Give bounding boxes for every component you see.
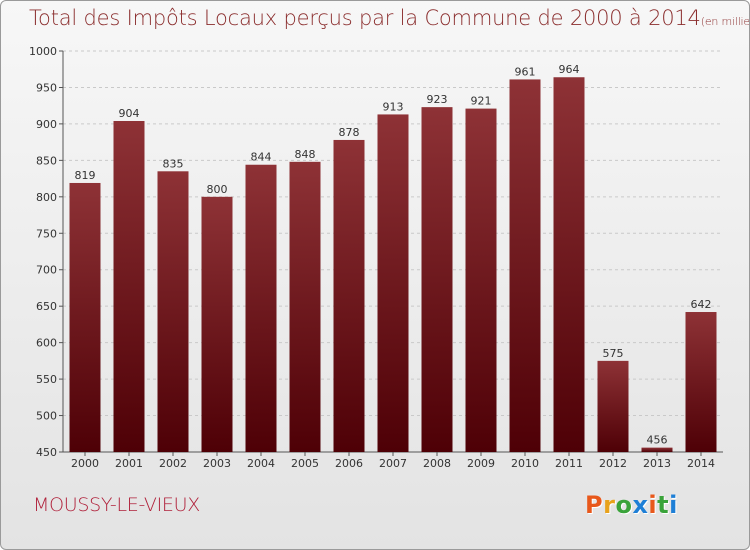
y-tick-label: 850 xyxy=(36,154,57,167)
x-tick-label: 2004 xyxy=(247,457,275,470)
y-tick-label: 600 xyxy=(36,337,57,350)
bar-value-label: 913 xyxy=(383,100,404,113)
x-tick-label: 2008 xyxy=(423,457,451,470)
bar xyxy=(553,77,585,452)
x-tick-label: 2014 xyxy=(687,457,715,470)
x-tick-label: 2002 xyxy=(159,457,187,470)
y-tick-label: 750 xyxy=(36,227,57,240)
x-tick-label: 2007 xyxy=(379,457,407,470)
bar-value-label: 844 xyxy=(251,151,272,164)
bar-value-label: 961 xyxy=(515,65,536,78)
y-tick-label: 550 xyxy=(36,373,57,386)
y-tick-label: 650 xyxy=(36,300,57,313)
bar xyxy=(509,79,541,453)
x-tick-label: 2001 xyxy=(115,457,143,470)
logo-letter: o xyxy=(615,491,633,519)
x-tick-label: 2006 xyxy=(335,457,363,470)
y-tick-label: 500 xyxy=(36,410,57,423)
bar xyxy=(113,120,145,452)
chart-title-text: Total des Impôts Locaux perçus par la Co… xyxy=(29,6,701,30)
bar xyxy=(157,171,189,453)
x-tick-label: 2003 xyxy=(203,457,231,470)
bar-value-label: 964 xyxy=(559,63,580,76)
bar-value-label: 921 xyxy=(471,95,492,108)
x-tick-label: 2009 xyxy=(467,457,495,470)
bar xyxy=(465,108,497,453)
logo-letter: P xyxy=(585,491,604,519)
logo-letter: t xyxy=(657,491,670,519)
logo-letter: r xyxy=(603,491,616,519)
bar-value-label: 819 xyxy=(75,169,96,182)
bar-value-label: 904 xyxy=(119,107,140,120)
bar-value-label: 800 xyxy=(207,183,228,196)
bar xyxy=(421,107,453,452)
x-tick-label: 2013 xyxy=(643,457,671,470)
x-tick-label: 2011 xyxy=(555,457,583,470)
logo-letter: i xyxy=(669,491,678,519)
bar-value-label: 835 xyxy=(163,157,184,170)
bar xyxy=(69,182,101,452)
logo-letter: i xyxy=(648,491,658,519)
bar xyxy=(685,312,717,452)
bar xyxy=(201,196,233,452)
bar xyxy=(641,447,673,452)
bar-value-label: 642 xyxy=(691,298,712,311)
x-tick-label: 2012 xyxy=(599,457,627,470)
bar xyxy=(245,164,277,453)
bar xyxy=(597,360,629,452)
y-tick-label: 700 xyxy=(36,264,57,277)
chart-title-unit: (en milliers d'€) xyxy=(700,15,750,28)
bar xyxy=(377,114,409,452)
bar-value-label: 878 xyxy=(339,126,360,139)
bar xyxy=(333,139,365,452)
y-tick-label: 900 xyxy=(36,118,57,131)
x-tick-label: 2010 xyxy=(511,457,539,470)
bar xyxy=(289,161,321,452)
bar-value-label: 848 xyxy=(295,148,316,161)
y-tick-label: 450 xyxy=(36,446,57,459)
y-tick-label: 1000 xyxy=(29,45,57,58)
y-tick-label: 950 xyxy=(36,81,57,94)
commune-name: MOUSSY-LE-VIEUX xyxy=(33,494,200,516)
x-tick-label: 2000 xyxy=(71,457,99,470)
y-tick-label: 800 xyxy=(36,191,57,204)
bar-value-label: 575 xyxy=(603,347,624,360)
x-tick-label: 2005 xyxy=(291,457,319,470)
bar-value-label: 456 xyxy=(647,434,668,447)
proxiti-logo[interactable]: Proxiti xyxy=(585,491,678,519)
chart-title: Total des Impôts Locaux perçus par la Co… xyxy=(29,6,750,30)
logo-letter: x xyxy=(632,491,649,519)
bar-value-label: 923 xyxy=(427,93,448,106)
